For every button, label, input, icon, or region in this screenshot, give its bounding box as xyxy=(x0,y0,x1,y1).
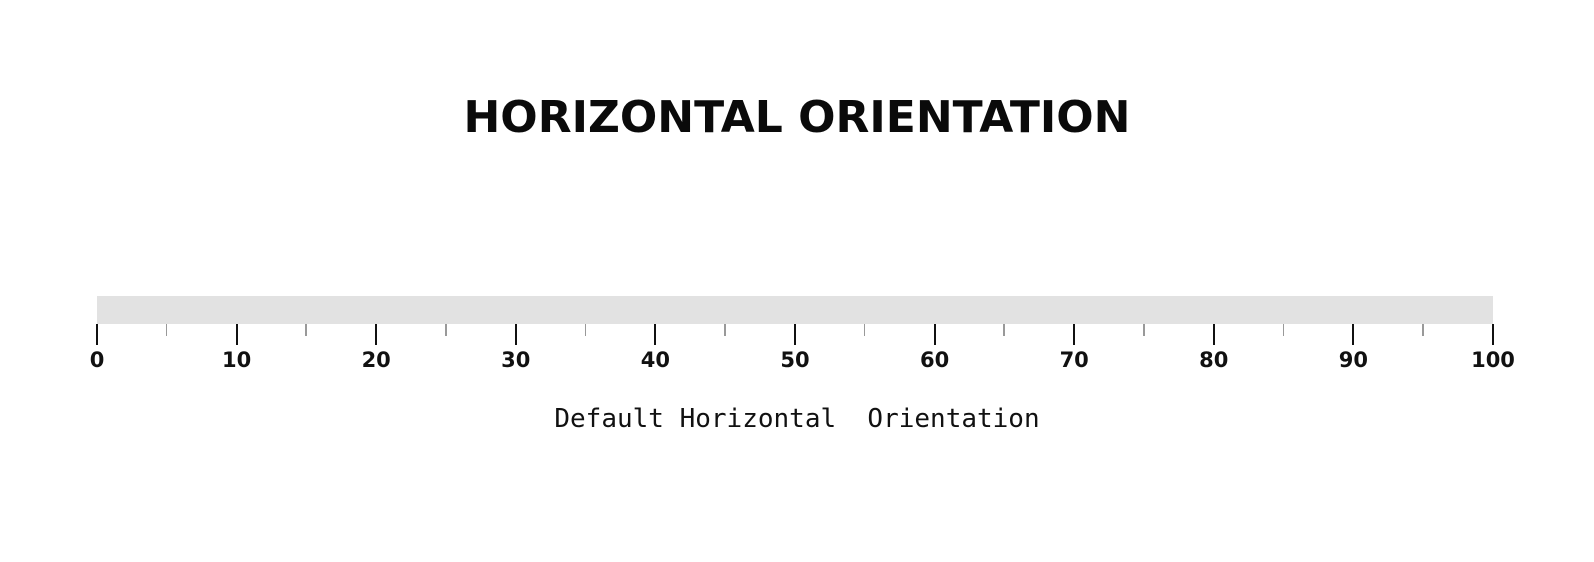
tick-label: 50 xyxy=(780,348,810,372)
major-tick xyxy=(654,324,657,345)
minor-tick xyxy=(1003,324,1005,336)
major-tick xyxy=(794,324,796,345)
tick-label: 30 xyxy=(501,348,531,372)
horizontal-meter xyxy=(97,296,1493,324)
tick-label: 90 xyxy=(1338,348,1369,372)
minor-tick xyxy=(863,324,866,336)
major-tick xyxy=(1212,324,1215,345)
meter-track xyxy=(97,296,1493,324)
minor-tick xyxy=(445,324,447,336)
major-tick xyxy=(933,324,936,345)
tick-label: 0 xyxy=(89,348,105,372)
minor-tick xyxy=(305,324,307,336)
meter-caption: Default Horizontal Orientation xyxy=(554,404,1040,434)
minor-tick xyxy=(1282,324,1285,336)
tick-label: 70 xyxy=(1059,348,1089,372)
minor-tick xyxy=(165,324,168,336)
tick-label: 100 xyxy=(1471,348,1515,372)
major-tick xyxy=(514,324,517,345)
tick-label: 80 xyxy=(1199,348,1229,372)
major-tick xyxy=(375,324,378,345)
meter-scale: 0 10 20 30 40 50 60 70 80 90 100 xyxy=(90,324,1515,374)
minor-tick xyxy=(1422,324,1424,336)
major-tick xyxy=(1073,324,1076,345)
major-tick xyxy=(96,324,98,345)
tick-label: 40 xyxy=(640,348,671,372)
page-title: HORIZONTAL ORIENTATION xyxy=(463,92,1131,143)
tick-label: 60 xyxy=(919,348,950,372)
major-tick xyxy=(1492,324,1494,345)
tick-label: 20 xyxy=(361,348,391,372)
minor-tick xyxy=(724,324,726,336)
minor-tick xyxy=(584,324,587,336)
minor-tick xyxy=(1143,324,1145,336)
major-tick xyxy=(1352,324,1355,345)
major-tick xyxy=(235,324,238,345)
tick-label: 10 xyxy=(221,348,252,372)
